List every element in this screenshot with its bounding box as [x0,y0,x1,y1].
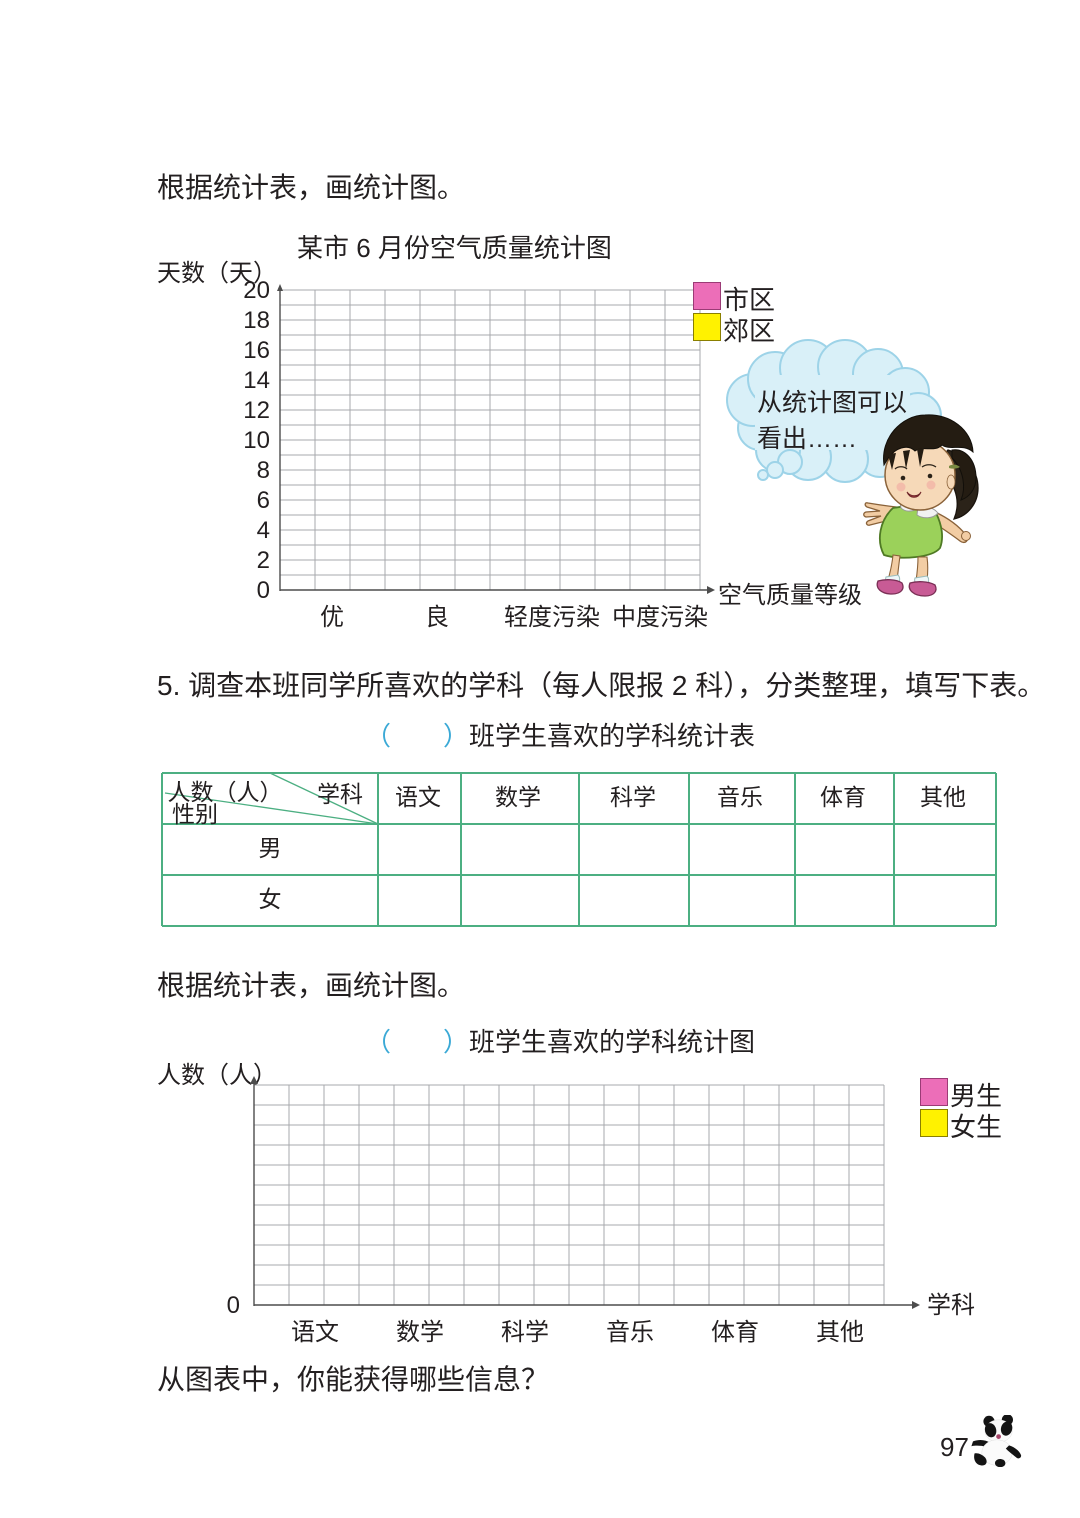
svg-text:学科: 学科 [927,1292,975,1319]
svg-text:数学: 数学 [396,1319,444,1346]
svg-text:音乐: 音乐 [606,1319,654,1346]
svg-text:科学: 科学 [501,1319,549,1346]
svg-text:其他: 其他 [816,1319,864,1346]
svg-text:0: 0 [227,1292,240,1319]
svg-text:体育: 体育 [711,1319,759,1346]
svg-text:语文: 语文 [291,1319,339,1346]
